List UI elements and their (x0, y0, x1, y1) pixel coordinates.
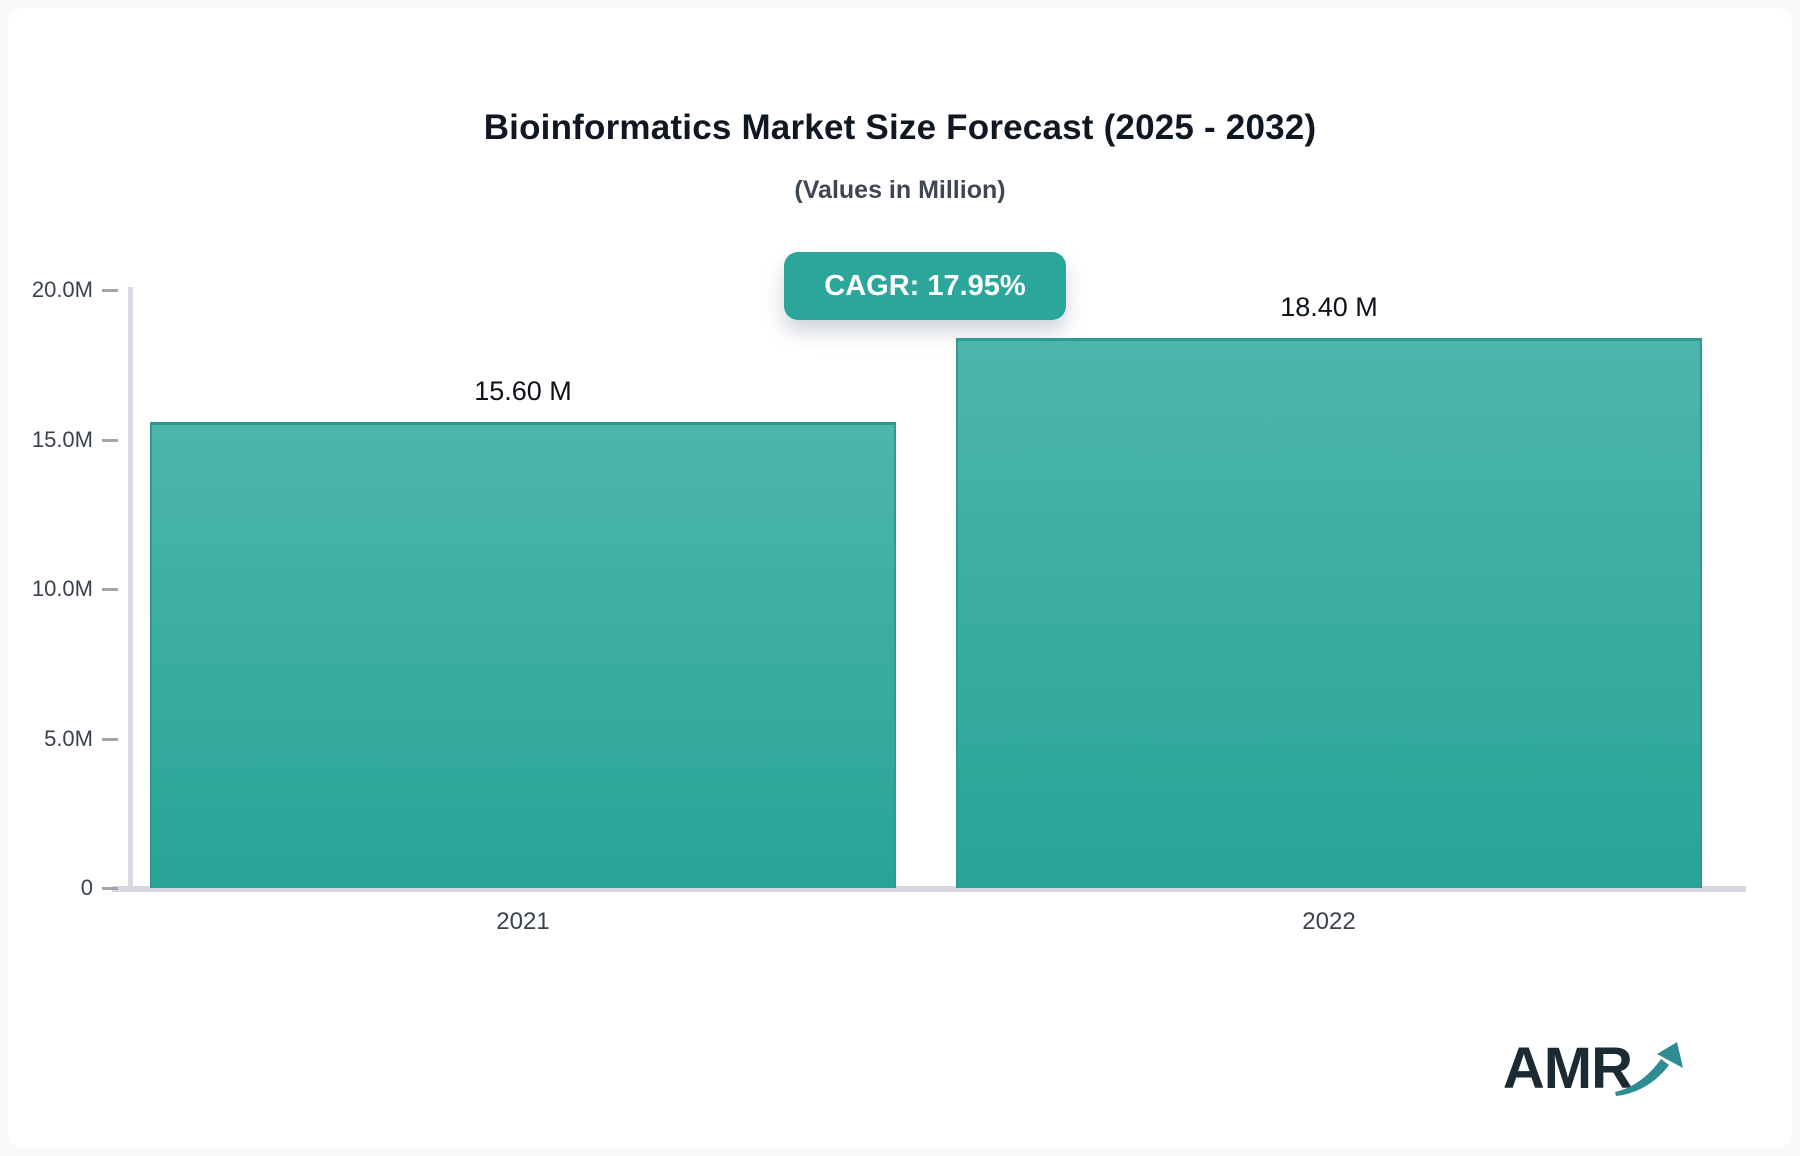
growth-arrow-icon (1615, 1042, 1683, 1096)
y-axis-tick-label: 20.0M (31, 277, 93, 302)
x-axis-line (112, 886, 1746, 892)
bar-value-label: 18.40 M (1280, 292, 1378, 322)
chart-subtitle: (Values in Million) (794, 176, 1006, 204)
bar-value-label: 15.60 M (474, 376, 572, 406)
chart-title: Bioinformatics Market Size Forecast (202… (483, 108, 1317, 147)
amr-logo-text: AMR (1502, 1036, 1633, 1101)
y-axis-tick-label: 5.0M (44, 726, 93, 751)
cagr-badge: CAGR: 17.95% (784, 252, 1066, 320)
cagr-badge-label: CAGR: 17.95% (824, 269, 1026, 302)
y-axis-tick-label: 10.0M (31, 576, 93, 601)
y-axis-tick-label: 15.0M (31, 427, 93, 452)
y-axis-tick-mark (102, 439, 118, 442)
y-axis-tick-mark (102, 738, 118, 741)
bar-2022[interactable] (956, 338, 1702, 888)
y-axis-tick-label: 0 (80, 875, 93, 900)
y-axis-tick-mark (102, 887, 118, 890)
y-axis-line (128, 287, 133, 891)
bar-2021[interactable] (150, 422, 896, 888)
amr-logo: AMR (1503, 1038, 1696, 1098)
chart-card: Bioinformatics Market Size Forecast (202… (8, 8, 1792, 1148)
plot-area: 15.60 M 2021 18.40 M 2022 20.0M 15.0M 10.0M 5.0… (32, 277, 1742, 935)
x-axis-category-label: 2021 (496, 908, 550, 935)
x-axis-category-label: 2022 (1302, 908, 1356, 935)
y-axis-tick-mark (102, 289, 118, 292)
y-axis-tick-mark (102, 588, 118, 591)
